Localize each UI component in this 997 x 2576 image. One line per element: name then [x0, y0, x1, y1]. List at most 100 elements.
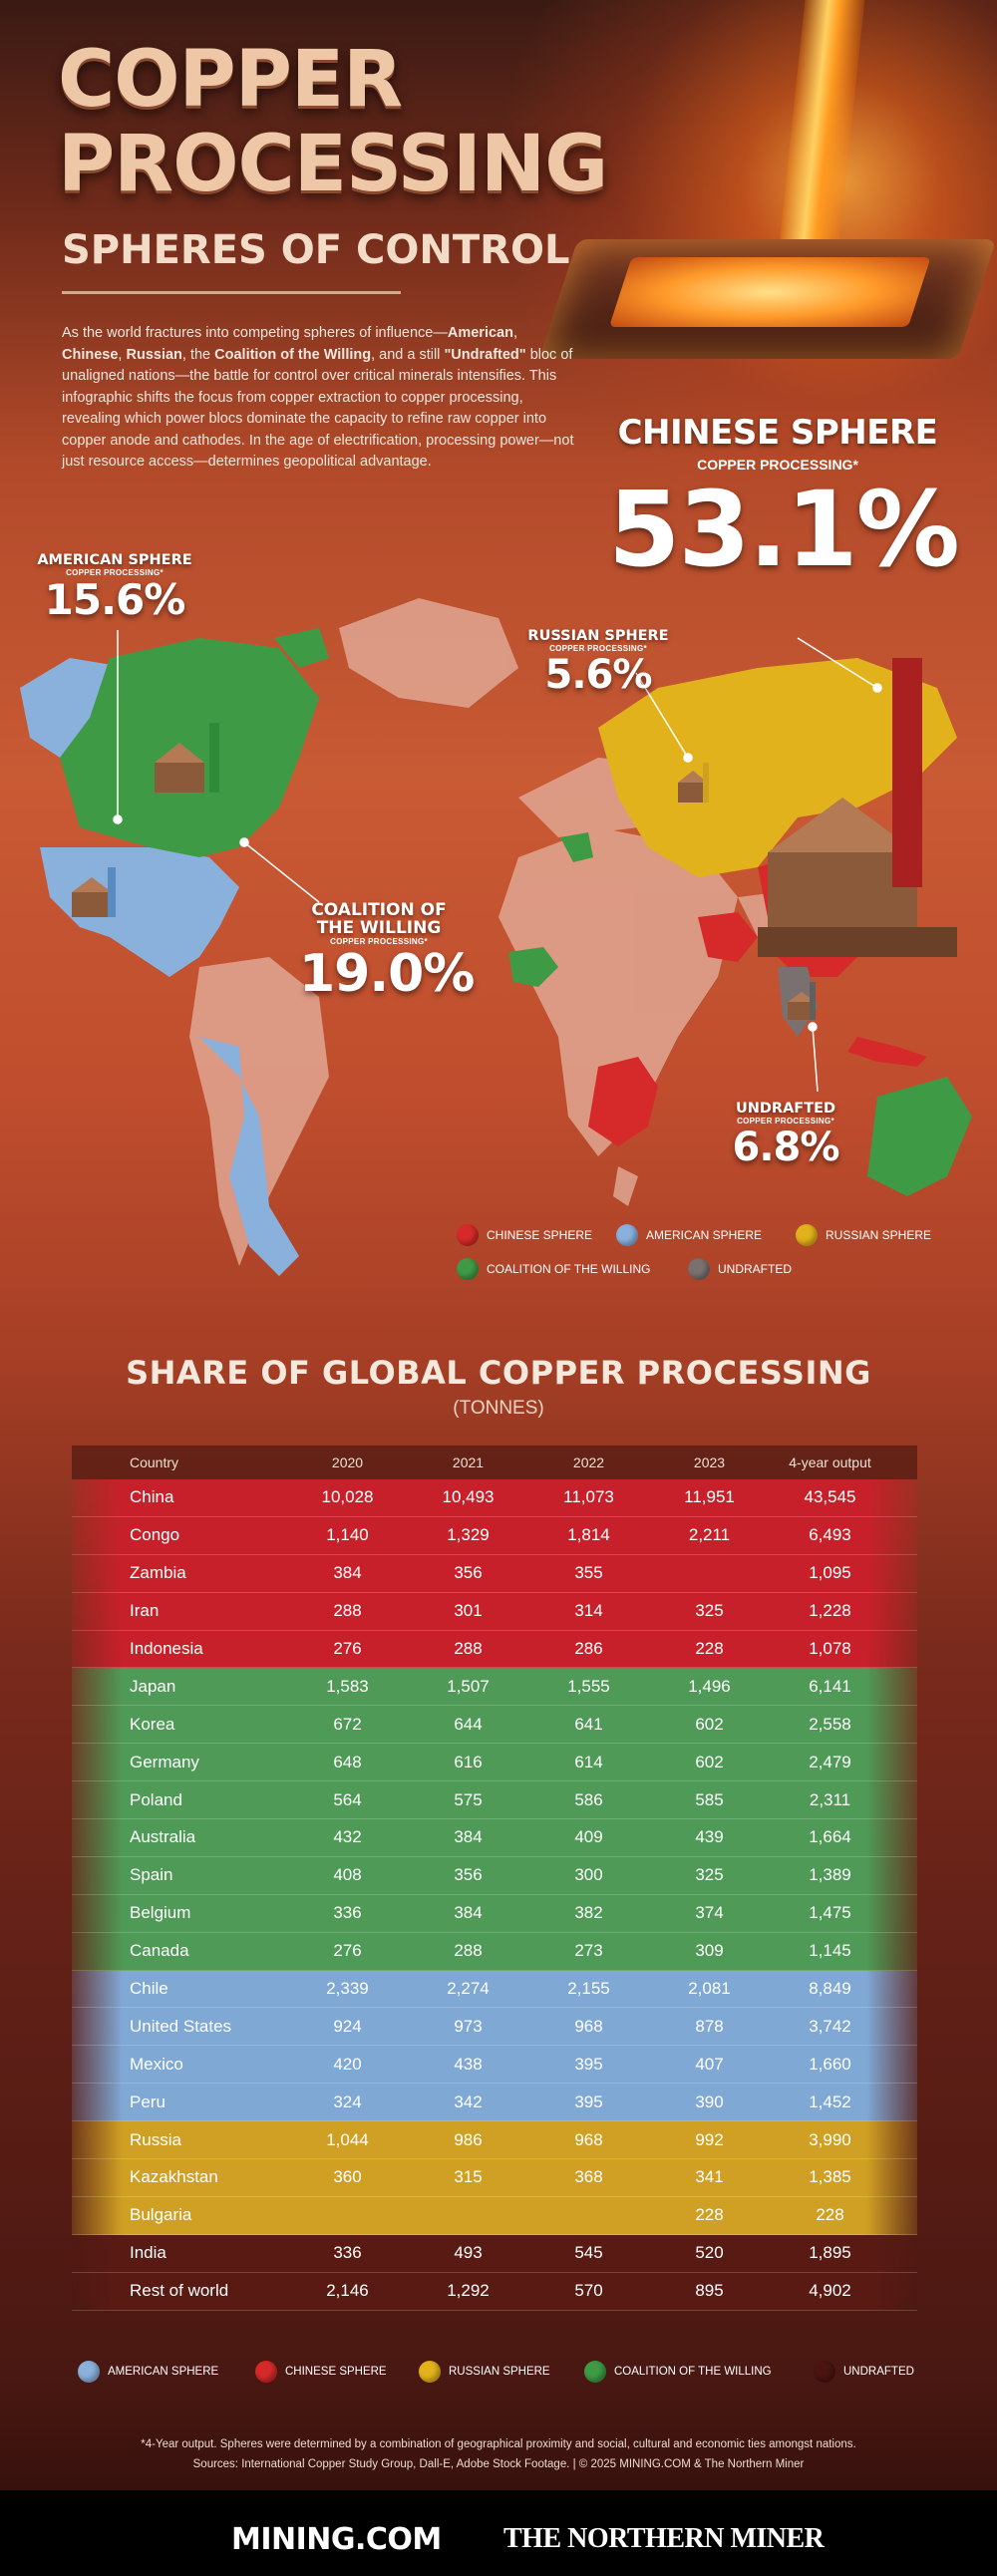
legend-label: UNDRAFTED [843, 2366, 914, 2378]
value-cell: 301 [454, 1601, 483, 1621]
country-cell: Mexico [130, 2054, 183, 2074]
title-line2: PROCESSING [58, 120, 608, 209]
column-header: 2020 [331, 1454, 364, 1470]
value-cell: 924 [333, 2016, 362, 2036]
sphere-russian [598, 658, 957, 877]
country-cell: Congo [130, 1525, 180, 1545]
value-cell: 276 [333, 1639, 362, 1658]
table-legend: AMERICAN SPHERE CHINESE SPHERE RUSSIAN S… [78, 2361, 935, 2387]
country-cell: Peru [130, 2092, 166, 2111]
value-cell: 614 [574, 1752, 603, 1771]
value-cell: 288 [454, 1941, 483, 1961]
factory-icon-undrafted [788, 982, 816, 1020]
value-cell: 2,311 [809, 1789, 851, 1809]
value-cell: 384 [454, 1903, 483, 1923]
country-cell: Kazakhstan [130, 2167, 218, 2187]
chinese-sphere-name: CHINESE SPHERE [617, 413, 938, 453]
value-cell: 228 [695, 2205, 724, 2225]
value-cell: 10,028 [321, 1487, 374, 1507]
coalition-dot-icon [584, 2361, 606, 2383]
value-cell: 641 [574, 1714, 603, 1734]
undrafted-name: UNDRAFTED [735, 1101, 836, 1117]
value-cell: 2,211 [688, 1525, 731, 1545]
label-coalition: COALITION OF THE WILLING COPPER PROCESSI… [299, 900, 475, 1002]
value-cell: 336 [333, 2243, 362, 2263]
country-cell: Zambia [130, 1563, 186, 1583]
chinese-dot-icon [255, 2361, 277, 2383]
value-cell: 273 [574, 1941, 603, 1961]
value-cell: 2,274 [447, 1979, 490, 1999]
value-cell: 395 [574, 2092, 603, 2111]
value-cell: 341 [695, 2167, 724, 2187]
copper-processing-table: Country 2020 2021 2022 2023 4-year output Chi… [72, 1446, 917, 2311]
sources: Sources: International Copper Study Grou… [192, 2458, 805, 2470]
value-cell: 3,742 [809, 2016, 851, 2036]
table-row: India 336 493 545 520 1,895 [72, 2234, 917, 2273]
value-cell: 2,479 [809, 1752, 851, 1771]
value-cell: 564 [333, 1789, 362, 1809]
american-sphere-pct: 15.6% [44, 575, 186, 624]
table-header-row: Country 2020 2021 2022 2023 4-year output [72, 1446, 917, 1479]
value-cell: 968 [574, 2129, 603, 2149]
value-cell: 360 [333, 2167, 362, 2187]
value-cell: 1,452 [809, 2092, 851, 2111]
value-cell: 1,496 [688, 1676, 731, 1696]
table-row: Rest of world 2,146 1,292 570 895 4,902 [72, 2272, 917, 2311]
subtitle: SPHERES OF CONTROL [62, 227, 570, 273]
legend-label: RUSSIAN SPHERE [826, 1228, 932, 1242]
table-row: Bulgaria 228 228 [72, 2196, 917, 2235]
legend-item-russian: RUSSIAN SPHERE [796, 1224, 931, 1246]
value-cell: 585 [695, 1789, 724, 1809]
subtitle-rule [62, 291, 401, 294]
value-cell: 4,902 [809, 2281, 851, 2301]
label-russian-sphere: RUSSIAN SPHERE COPPER PROCESSING* 5.6% [518, 628, 678, 697]
label-chinese-sphere: CHINESE SPHERE COPPER PROCESSING* 53.1% [608, 413, 960, 584]
coalition-name2: THE WILLING [316, 918, 442, 938]
value-cell: 228 [695, 1639, 724, 1658]
value-cell: 288 [454, 1639, 483, 1658]
title-line1: COPPER [58, 35, 403, 125]
value-cell: 355 [574, 1563, 603, 1583]
value-cell: 1,228 [809, 1601, 851, 1621]
table-row: China 10,028 10,493 11,073 11,951 43,545 [72, 1479, 917, 1517]
world-map [20, 598, 972, 1276]
value-cell: 324 [333, 2092, 362, 2111]
value-cell: 336 [333, 1903, 362, 1923]
factory-icon-coalition [155, 723, 219, 793]
value-cell: 1,814 [567, 1525, 610, 1545]
legend2-item-russian: RUSSIAN SPHERE [419, 2361, 550, 2383]
table-subtitle: (TONNES) [453, 1398, 544, 1419]
value-cell: 6,141 [809, 1676, 851, 1696]
label-undrafted: UNDRAFTED COPPER PROCESSING* 6.8% [716, 1101, 855, 1169]
value-cell: 878 [695, 2016, 724, 2036]
value-cell: 520 [695, 2243, 724, 2263]
coalition-cp: COPPER PROCESSING* [330, 937, 428, 946]
table-row: Australia 432 384 409 439 1,664 [72, 1819, 917, 1857]
table-row: Poland 564 575 586 585 2,311 [72, 1781, 917, 1820]
value-cell: 1,507 [447, 1676, 490, 1696]
value-cell: 1,140 [326, 1525, 369, 1545]
factory-icon-chinese [758, 658, 957, 957]
value-cell: 286 [574, 1639, 603, 1658]
country-cell: Belgium [130, 1903, 191, 1923]
value-cell: 986 [454, 2129, 483, 2149]
mining-com-logo[interactable]: MINING.COM [231, 2522, 442, 2557]
legend2-item-chinese: CHINESE SPHERE [255, 2361, 387, 2383]
coalition-name1: COALITION OF [311, 900, 447, 920]
value-cell: 493 [454, 2243, 483, 2263]
value-cell: 356 [454, 1563, 483, 1583]
table-row: Mexico 420 438 395 407 1,660 [72, 2046, 917, 2085]
russian-dot-icon [796, 1224, 818, 1246]
column-header: 4-year output [789, 1454, 871, 1470]
value-cell: 2,339 [326, 1979, 369, 1999]
value-cell: 438 [454, 2054, 483, 2074]
value-cell: 616 [454, 1752, 483, 1771]
table-row: Congo 1,140 1,329 1,814 2,211 6,493 [72, 1516, 917, 1555]
russian-sphere-pct: 5.6% [544, 652, 653, 698]
value-cell: 439 [695, 1827, 724, 1847]
northern-miner-logo[interactable]: THE NORTHERN MINER [503, 2523, 825, 2554]
value-cell: 602 [695, 1714, 724, 1734]
value-cell: 602 [695, 1752, 724, 1771]
value-cell: 10,493 [442, 1487, 495, 1507]
chinese-sphere-cp: COPPER PROCESSING* [697, 457, 858, 473]
